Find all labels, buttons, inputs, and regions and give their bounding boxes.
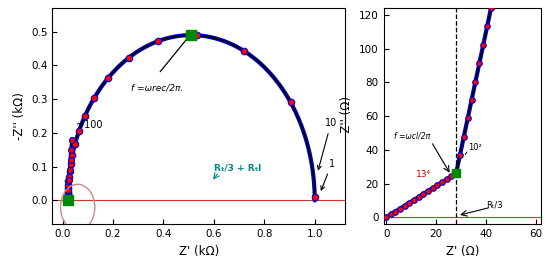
Point bbox=[452, 171, 460, 176]
Point bbox=[433, 183, 442, 187]
Point bbox=[71, 142, 79, 146]
Point bbox=[438, 180, 447, 184]
Point bbox=[81, 113, 89, 118]
Text: 1: 1 bbox=[321, 159, 335, 190]
Point bbox=[63, 186, 72, 190]
Point bbox=[479, 43, 487, 47]
Point bbox=[410, 198, 418, 202]
Point bbox=[391, 209, 400, 214]
Point bbox=[68, 153, 77, 157]
Point bbox=[382, 215, 391, 220]
Point bbox=[459, 134, 468, 139]
Text: 10: 10 bbox=[317, 118, 337, 170]
Point bbox=[396, 206, 405, 211]
Point bbox=[487, 6, 496, 10]
Text: 13⁴: 13⁴ bbox=[416, 170, 431, 179]
Point bbox=[63, 198, 72, 202]
Point bbox=[75, 129, 83, 133]
Point bbox=[65, 174, 73, 179]
Point bbox=[463, 116, 472, 120]
Y-axis label: -Z'' (kΩ): -Z'' (kΩ) bbox=[13, 92, 25, 140]
Point bbox=[63, 193, 72, 197]
Point bbox=[63, 194, 72, 198]
Point bbox=[65, 178, 73, 183]
Point bbox=[447, 174, 456, 178]
Point bbox=[187, 33, 195, 37]
Point bbox=[452, 171, 460, 176]
Point bbox=[153, 39, 162, 43]
Point bbox=[405, 201, 414, 205]
Point bbox=[63, 190, 72, 195]
Point bbox=[428, 186, 437, 190]
Text: 10²: 10² bbox=[469, 143, 482, 152]
Point bbox=[455, 153, 464, 157]
Point bbox=[63, 188, 72, 193]
Point bbox=[286, 100, 295, 104]
Point bbox=[63, 198, 72, 202]
Y-axis label: -Z'' (Ω): -Z'' (Ω) bbox=[341, 96, 353, 137]
Point bbox=[65, 169, 74, 173]
Point bbox=[475, 61, 484, 65]
Point bbox=[104, 76, 113, 80]
Point bbox=[419, 192, 428, 196]
Point bbox=[400, 204, 409, 208]
Text: ~100: ~100 bbox=[76, 120, 103, 130]
Point bbox=[63, 195, 72, 199]
Point bbox=[66, 162, 75, 166]
Point bbox=[240, 49, 248, 53]
Point bbox=[68, 137, 77, 142]
Point bbox=[64, 179, 73, 184]
Point bbox=[67, 148, 76, 152]
Point bbox=[124, 56, 133, 60]
Point bbox=[386, 212, 395, 217]
Point bbox=[63, 192, 72, 196]
X-axis label: Z' (kΩ): Z' (kΩ) bbox=[179, 245, 219, 258]
Text: Rₜ/3 + Rₜl: Rₜ/3 + Rₜl bbox=[214, 163, 261, 172]
Point bbox=[64, 188, 73, 193]
Point bbox=[63, 183, 72, 187]
Text: Rₜ/3: Rₜ/3 bbox=[486, 200, 503, 209]
Point bbox=[442, 177, 451, 181]
Point bbox=[471, 79, 480, 84]
Point bbox=[310, 195, 319, 199]
Point bbox=[192, 33, 201, 38]
Text: f =ωcl/2π: f =ωcl/2π bbox=[394, 131, 430, 140]
Point bbox=[66, 158, 75, 162]
Point bbox=[452, 171, 460, 176]
Point bbox=[482, 24, 491, 29]
Text: f =ωrec/2π.: f =ωrec/2π. bbox=[131, 84, 183, 93]
Point bbox=[424, 189, 433, 193]
X-axis label: Z' (Ω): Z' (Ω) bbox=[445, 245, 479, 258]
Point bbox=[467, 98, 476, 102]
Point bbox=[90, 96, 99, 100]
Point bbox=[66, 168, 75, 172]
Point bbox=[415, 195, 423, 199]
